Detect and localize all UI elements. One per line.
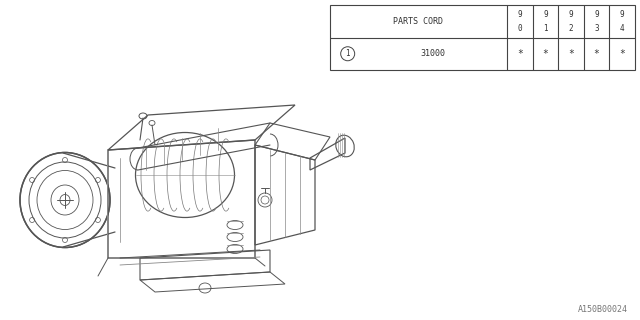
- Circle shape: [340, 47, 355, 61]
- Text: 9: 9: [568, 10, 573, 19]
- Text: *: *: [516, 49, 523, 59]
- Text: *: *: [542, 49, 548, 59]
- Text: 2: 2: [568, 24, 573, 33]
- Bar: [330, 5, 635, 70]
- Text: *: *: [568, 49, 574, 59]
- Text: 4: 4: [620, 24, 625, 33]
- Text: 1: 1: [543, 24, 548, 33]
- Text: 9: 9: [620, 10, 625, 19]
- Text: 3: 3: [595, 24, 599, 33]
- Text: A150B00024: A150B00024: [578, 305, 628, 314]
- Text: 9: 9: [517, 10, 522, 19]
- Text: 1: 1: [346, 49, 350, 58]
- Text: *: *: [594, 49, 600, 59]
- Text: *: *: [620, 49, 625, 59]
- Text: PARTS CORD: PARTS CORD: [394, 17, 444, 26]
- Text: 9: 9: [595, 10, 599, 19]
- Text: 31000: 31000: [420, 49, 445, 58]
- Text: 9: 9: [543, 10, 548, 19]
- Text: 0: 0: [517, 24, 522, 33]
